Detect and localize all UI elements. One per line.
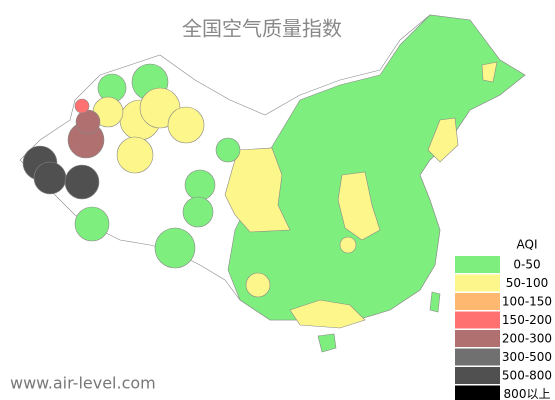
legend-swatch: [455, 348, 500, 366]
region: [74, 206, 110, 242]
region: [289, 299, 366, 329]
legend-label: 100-150: [502, 295, 552, 309]
china-map: [19, 14, 526, 353]
watermark: www.air-level.com: [10, 374, 156, 393]
region: [116, 136, 154, 174]
region: [182, 196, 214, 228]
legend-swatch: [455, 293, 500, 310]
region: [224, 147, 291, 233]
legend-label: 300-500: [502, 350, 552, 364]
legend-swatch: [455, 330, 500, 347]
map-title: 全国空气质量指数: [182, 17, 342, 41]
legend-swatch: [455, 274, 500, 292]
legend-swatch: [455, 367, 500, 384]
region: [33, 161, 67, 195]
region: [154, 227, 196, 269]
legend-label: 500-800: [502, 369, 552, 383]
legend-label: 800以上: [504, 387, 551, 400]
region: [167, 106, 205, 144]
region: [227, 14, 526, 326]
legend-label: 0-50: [513, 258, 540, 272]
legend-swatch: [455, 256, 500, 273]
region: [75, 109, 101, 135]
region: [481, 61, 498, 83]
legend-title: AQI: [517, 238, 538, 252]
legend-label: 200-300: [502, 332, 552, 346]
region: [245, 272, 271, 298]
region: [317, 333, 337, 353]
region: [74, 98, 90, 114]
region: [337, 171, 381, 241]
legend-swatch: [455, 311, 500, 329]
legend: AQI 0-50 50-100 100-150 150-200 200-300 300-5…: [453, 235, 555, 400]
legend-label: 50-100: [506, 276, 549, 290]
region: [184, 169, 216, 201]
legend-swatch: [455, 385, 500, 400]
region: [427, 117, 459, 163]
region: [64, 164, 100, 200]
region: [339, 236, 357, 254]
region: [429, 291, 441, 313]
region: [215, 137, 241, 163]
legend-label: 150-200: [502, 313, 552, 327]
